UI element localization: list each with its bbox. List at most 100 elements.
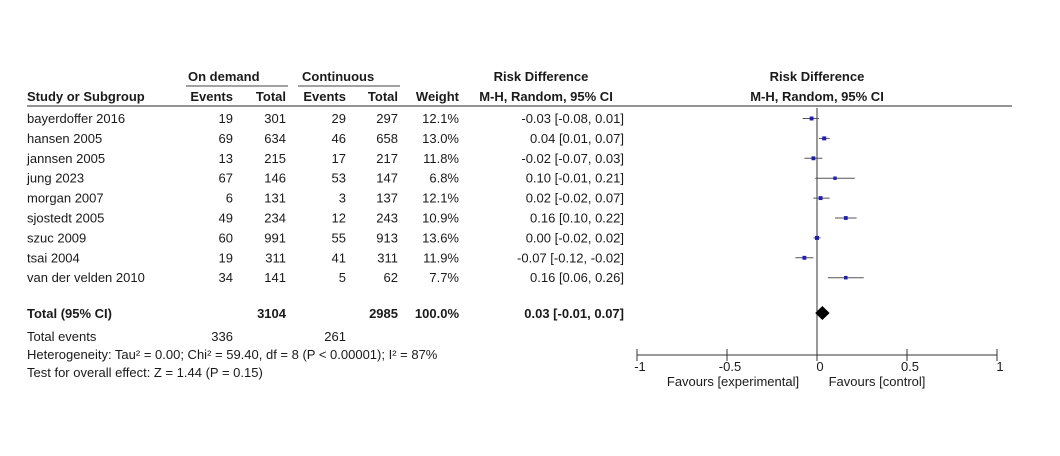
x-tick-label: -1 [634,359,646,374]
study-name: sjostedt 2005 [27,211,104,226]
point-estimate [809,116,814,121]
study-total2: 147 [376,171,398,186]
study-total2: 243 [376,211,398,226]
study-weight: 11.9% [423,250,459,265]
study-weight: 12.1% [422,111,459,126]
study-total2: 913 [376,230,398,245]
study-rows: bayerdoffer 2016 19 301 29 297 12.1% -0.03 [-0… [26,111,624,285]
col-method-header: M-H, Random, 95% CI [479,89,613,104]
x-tick-label: -0.5 [719,359,741,374]
table-row: jannsen 2005 13 215 17 217 11.8% -0.02 [-0.07,… [26,151,624,166]
table-row: hansen 2005 69 634 46 658 13.0% 0.04 [0.01, 0.… [27,131,624,146]
total-events-e2: 261 [324,329,346,344]
col-events2-header: Events [303,89,346,104]
study-name: morgan 2007 [27,191,104,206]
study-events1: 49 [219,211,233,226]
study-total1: 146 [264,171,286,186]
study-total2: 658 [376,131,398,146]
study-total1: 301 [264,111,286,126]
study-total1: 215 [264,151,286,166]
study-total2: 137 [376,191,398,206]
study-name: van der velden 2010 [27,270,145,285]
point-estimate [802,255,807,260]
heterogeneity-text: Heterogeneity: Tau² = 0.00; Chi² = 59.40… [27,347,438,362]
study-weight: 11.8% [423,151,459,166]
study-weight: 13.6% [422,230,459,245]
total-events-e1: 336 [211,329,233,344]
study-weight: 7.7% [429,270,459,285]
study-total1: 234 [264,211,286,226]
total-label: Total (95% CI) [27,306,112,321]
x-tick-label: 0 [816,359,823,374]
point-estimate [844,275,848,280]
study-name: hansen 2005 [27,131,102,146]
forest-graphics: -1 -0.5 0 0.5 1 [634,108,1004,374]
study-ci: 0.16 [0.10, 0.22] [530,211,624,226]
table-row: bayerdoffer 2016 19 301 29 297 12.1% -0.03 [-0… [27,111,624,126]
study-name: szuc 2009 [27,230,86,245]
study-events1: 69 [219,131,233,146]
point-estimate [843,216,848,220]
study-name: jung 2023 [26,171,84,186]
group1-header: On demand [188,69,260,84]
study-total2: 217 [376,151,398,166]
point-estimate [814,235,820,240]
total-ci: 0.03 [-0.01, 0.07] [524,306,624,321]
favours-left-label: Favours [experimental] [667,374,799,389]
study-events1: 19 [219,250,233,265]
point-estimate [818,196,823,201]
table-row: tsai 2004 19 311 41 311 11.9% -0.07 [-0.12, -0… [27,250,624,265]
study-total1: 991 [264,230,286,245]
study-events1: 6 [226,191,233,206]
study-ci: 0.04 [0.01, 0.07] [530,131,624,146]
study-ci: 0.16 [0.06, 0.26] [530,270,624,285]
study-events1: 13 [219,151,233,166]
study-total2: 311 [377,250,398,265]
study-ci: -0.03 [-0.08, 0.01] [521,111,624,126]
study-name: tsai 2004 [27,250,80,265]
study-events2: 55 [332,230,346,245]
rd-header: Risk Difference [494,69,589,84]
study-events1: 60 [219,230,233,245]
col-total1-header: Total [256,89,286,104]
table-row: szuc 2009 60 991 55 913 13.6% 0.00 [-0.02, 0.0… [27,230,624,245]
study-ci: -0.07 [-0.12, -0.02] [517,250,624,265]
study-events1: 67 [219,171,233,186]
study-total1: 634 [264,131,286,146]
study-total1: 141 [264,270,286,285]
table-row: jung 2023 67 146 53 147 6.8% 0.10 [-0.01, 0.21… [26,171,624,186]
study-total2: 297 [376,111,398,126]
study-events2: 5 [339,270,346,285]
point-estimate [833,176,837,180]
rd-plot-header: Risk Difference [770,69,865,84]
col-events1-header: Events [190,89,233,104]
group2-header: Continuous [302,69,374,84]
study-events1: 34 [219,270,233,285]
study-total2: 62 [384,270,398,285]
point-estimate [811,156,816,161]
study-total1: 131 [264,191,286,206]
total-events-label: Total events [27,329,97,344]
favours-right-label: Favours [control] [829,374,926,389]
point-estimate [822,136,827,141]
study-name: jannsen 2005 [26,151,105,166]
total-weight: 100.0% [415,306,460,321]
study-events2: 46 [332,131,346,146]
study-weight: 10.9% [422,211,459,226]
study-events2: 41 [332,250,346,265]
study-name: bayerdoffer 2016 [27,111,125,126]
study-events2: 53 [332,171,346,186]
pooled-diamond [815,306,830,320]
study-events2: 12 [332,211,346,226]
overall-effect-text: Test for overall effect: Z = 1.44 (P = 0… [27,365,263,380]
col-total2-header: Total [368,89,398,104]
study-events2: 17 [332,151,346,166]
study-weight: 12.1% [422,191,459,206]
study-ci: -0.02 [-0.07, 0.03] [521,151,624,166]
x-tick-label: 0.5 [901,359,919,374]
study-total1: 311 [265,250,286,265]
x-tick-label: 1 [996,359,1003,374]
study-events1: 19 [219,111,233,126]
total-t2: 2985 [369,306,398,321]
